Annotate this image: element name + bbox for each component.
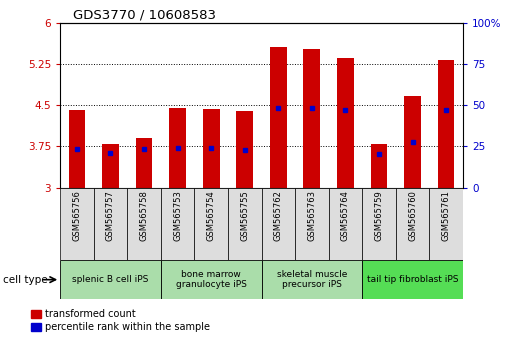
Text: GSM565756: GSM565756 bbox=[72, 190, 82, 241]
Bar bbox=[69, 110, 85, 188]
Text: tail tip fibroblast iPS: tail tip fibroblast iPS bbox=[367, 275, 458, 284]
Bar bbox=[404, 96, 421, 188]
Text: GSM565760: GSM565760 bbox=[408, 190, 417, 241]
Bar bbox=[371, 144, 388, 188]
Bar bbox=[295, 188, 328, 260]
Text: splenic B cell iPS: splenic B cell iPS bbox=[72, 275, 149, 284]
Text: bone marrow
granulocyte iPS: bone marrow granulocyte iPS bbox=[176, 270, 247, 289]
Bar bbox=[169, 108, 186, 188]
Text: GSM565761: GSM565761 bbox=[441, 190, 451, 241]
Bar bbox=[262, 260, 362, 299]
Text: GSM565753: GSM565753 bbox=[173, 190, 182, 241]
Text: skeletal muscle
precursor iPS: skeletal muscle precursor iPS bbox=[277, 270, 347, 289]
Bar bbox=[228, 188, 262, 260]
Text: GSM565764: GSM565764 bbox=[341, 190, 350, 241]
Bar bbox=[135, 138, 152, 188]
Bar bbox=[127, 188, 161, 260]
Bar bbox=[161, 260, 262, 299]
Bar bbox=[362, 188, 396, 260]
Text: GSM565763: GSM565763 bbox=[308, 190, 316, 241]
Bar bbox=[203, 109, 220, 188]
Text: cell type: cell type bbox=[3, 275, 47, 285]
Bar bbox=[337, 58, 354, 188]
Bar bbox=[161, 188, 195, 260]
Text: GSM565762: GSM565762 bbox=[274, 190, 283, 241]
Text: GSM565757: GSM565757 bbox=[106, 190, 115, 241]
Legend: transformed count, percentile rank within the sample: transformed count, percentile rank withi… bbox=[31, 309, 210, 332]
Bar bbox=[236, 111, 253, 188]
Bar bbox=[396, 188, 429, 260]
Text: GSM565754: GSM565754 bbox=[207, 190, 215, 241]
Bar bbox=[429, 188, 463, 260]
Bar bbox=[195, 188, 228, 260]
Bar bbox=[60, 188, 94, 260]
Text: GSM565758: GSM565758 bbox=[140, 190, 149, 241]
Bar bbox=[438, 60, 454, 188]
Bar bbox=[262, 188, 295, 260]
Text: GDS3770 / 10608583: GDS3770 / 10608583 bbox=[73, 9, 216, 22]
Bar bbox=[328, 188, 362, 260]
Bar bbox=[102, 144, 119, 188]
Text: GSM565755: GSM565755 bbox=[240, 190, 249, 241]
Bar bbox=[270, 47, 287, 188]
Bar bbox=[94, 188, 127, 260]
Bar bbox=[362, 260, 463, 299]
Bar bbox=[60, 260, 161, 299]
Bar bbox=[303, 49, 320, 188]
Text: GSM565759: GSM565759 bbox=[374, 190, 383, 241]
